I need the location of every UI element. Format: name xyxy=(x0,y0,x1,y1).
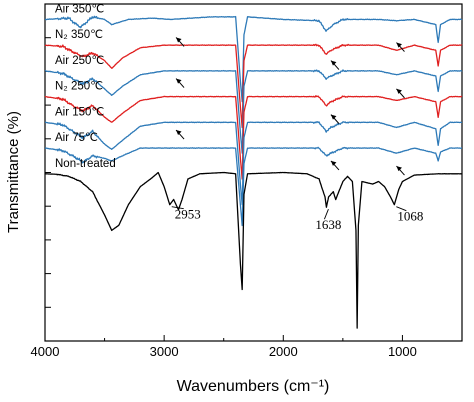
series-line xyxy=(44,43,463,129)
peak-arrow-head xyxy=(396,166,402,172)
y-axis-label: Transmittance (%) xyxy=(5,111,22,233)
axis-ticks: 4000 3000 2000 1000 xyxy=(31,37,463,359)
peak-arrow-head xyxy=(330,60,337,66)
series-label: Air 350℃ xyxy=(55,3,104,15)
series-label: Air 250℃ xyxy=(55,55,104,67)
plot-frame xyxy=(44,3,463,342)
peak-arrow-head xyxy=(176,78,182,84)
x-axis-label: Wavenumbers (cm⁻¹) xyxy=(177,378,330,395)
x-tick-label: 4000 xyxy=(31,344,60,359)
peak-arrow-head xyxy=(330,160,337,166)
series-label: N₂ 350℃ xyxy=(55,29,103,41)
series-line xyxy=(44,121,463,206)
peak-arrow-head xyxy=(396,88,402,94)
peak-arrow-head xyxy=(396,42,402,48)
series-label: Air 75℃ xyxy=(55,132,98,144)
series-label: Non-treated xyxy=(55,158,116,170)
arrow-group xyxy=(175,37,405,176)
peak-annotation: 1638 xyxy=(315,217,341,232)
annotation-leader xyxy=(323,209,329,220)
series-line xyxy=(44,146,463,227)
series-line xyxy=(44,171,463,329)
series-label-group: Air 350℃ N₂ 350℃ Air 250℃ N₂ 250℃ Air 150℃ Ai… xyxy=(55,3,116,169)
peak-annotation: 2953 xyxy=(175,207,201,222)
annotation-leader xyxy=(396,206,407,212)
x-tick-label: 1000 xyxy=(388,344,417,359)
series-line xyxy=(44,69,463,154)
peak-annotation: 1068 xyxy=(397,209,423,224)
series-line xyxy=(44,15,463,103)
series-line xyxy=(44,95,463,180)
series-group xyxy=(44,15,463,329)
annotation-leader xyxy=(171,206,184,210)
series-label: N₂ 250℃ xyxy=(55,81,103,93)
x-tick-label: 3000 xyxy=(150,344,179,359)
series-label: Air 150℃ xyxy=(55,106,104,118)
peak-arrow-head xyxy=(330,114,337,120)
annotation-group: 2953 1638 1068 xyxy=(171,206,423,232)
peak-arrow-head xyxy=(176,130,182,136)
peak-arrow-head xyxy=(176,37,182,43)
x-tick-label: 2000 xyxy=(269,344,298,359)
